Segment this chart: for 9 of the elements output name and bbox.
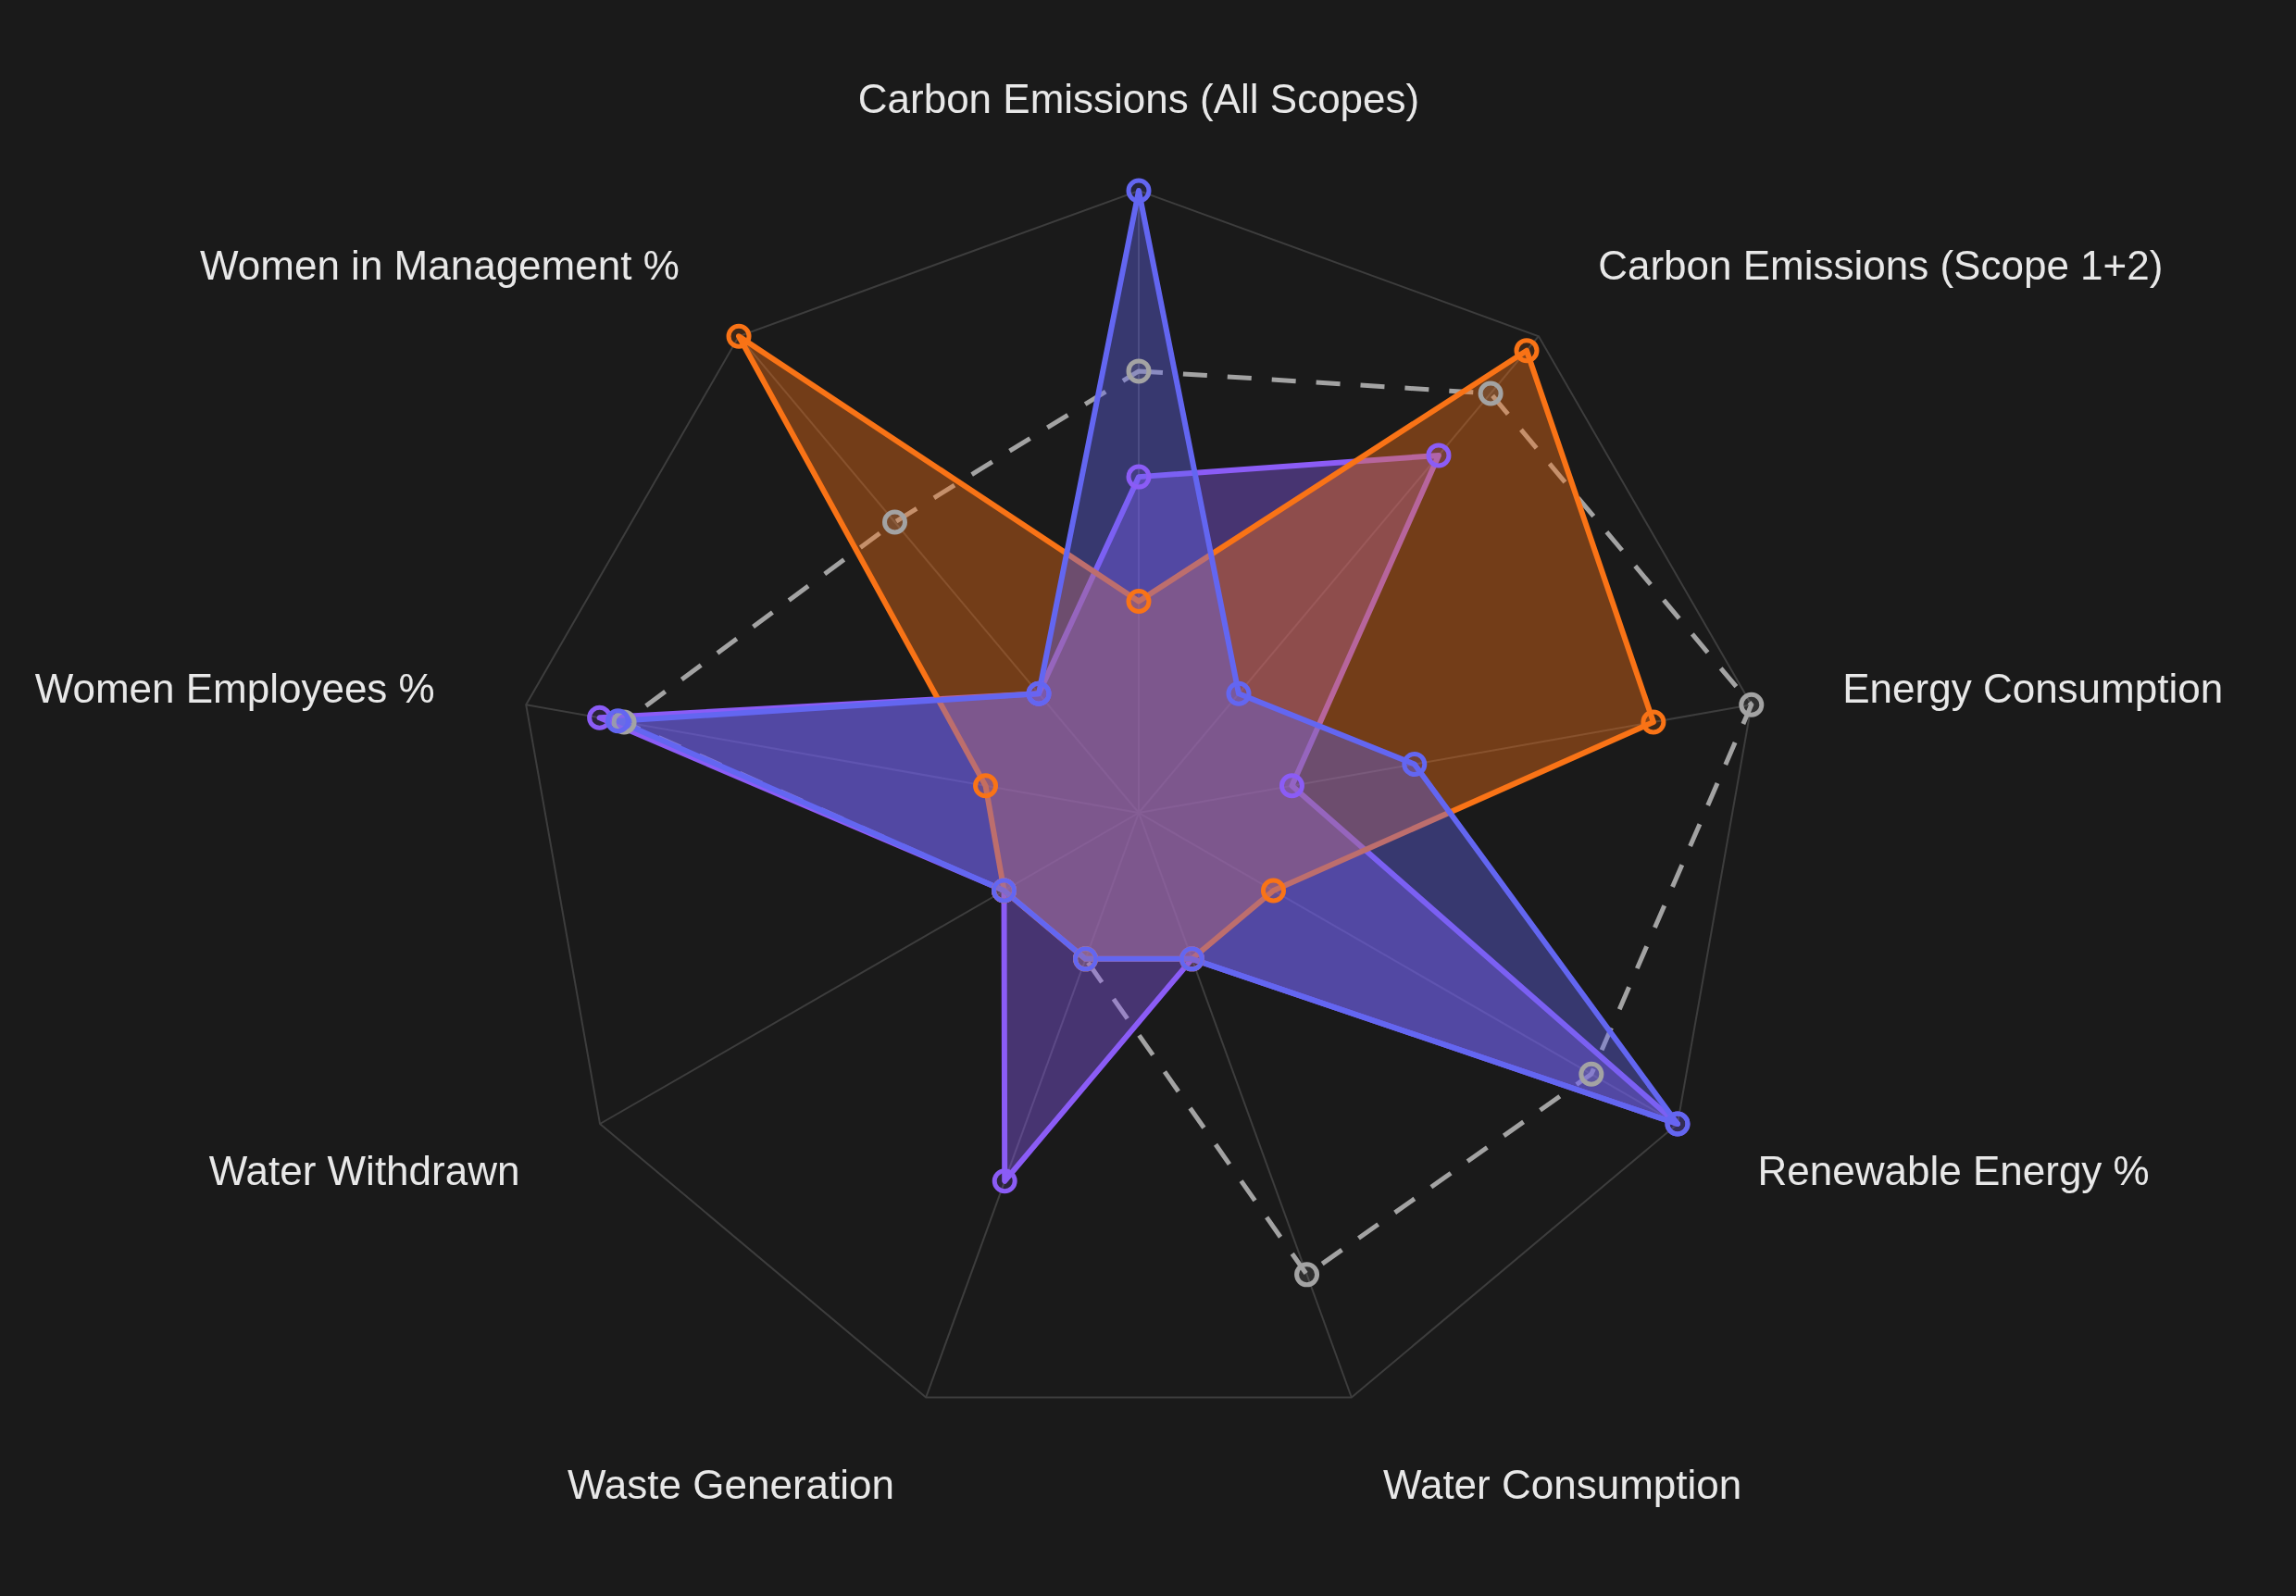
spoke-label: Carbon Emissions (Scope 1+2) [1598, 243, 2164, 289]
spoke-label: Energy Consumption [1842, 666, 2224, 712]
spoke-label: Renewable Energy % [1757, 1147, 2150, 1193]
spoke-label: Carbon Emissions (All Scopes) [857, 75, 1420, 121]
spoke-label: Women Employees % [34, 666, 435, 712]
spoke-label: Water Consumption [1383, 1461, 1742, 1507]
spoke-label: Women in Management % [200, 243, 680, 289]
spoke-label: Waste Generation [567, 1461, 894, 1507]
spoke-label: Water Withdrawn [208, 1147, 520, 1193]
